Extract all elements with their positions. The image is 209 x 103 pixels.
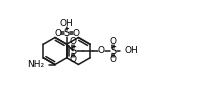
Text: O: O (98, 46, 104, 55)
Text: OH: OH (124, 46, 138, 55)
Text: S: S (64, 28, 70, 38)
Text: O: O (54, 29, 61, 38)
Text: O: O (70, 37, 76, 46)
Text: O: O (72, 29, 79, 38)
Text: O: O (70, 55, 76, 64)
Text: NH₂: NH₂ (27, 60, 44, 69)
Text: OH: OH (60, 19, 74, 28)
Text: S: S (110, 46, 116, 56)
Text: O: O (110, 37, 117, 46)
Text: S: S (70, 46, 76, 56)
Text: O: O (110, 55, 117, 64)
